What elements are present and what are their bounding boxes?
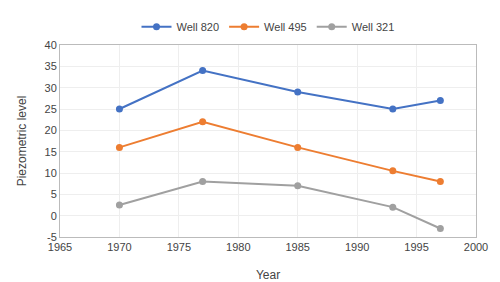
svg-text:1975: 1975 — [167, 241, 191, 253]
svg-text:5: 5 — [51, 188, 57, 200]
svg-text:Well 495: Well 495 — [264, 21, 307, 33]
svg-text:Well 321: Well 321 — [352, 21, 395, 33]
svg-text:30: 30 — [45, 82, 57, 94]
svg-text:Piezometric level: Piezometric level — [15, 96, 29, 187]
svg-text:-5: -5 — [47, 231, 57, 243]
svg-text:1970: 1970 — [107, 241, 131, 253]
svg-text:1985: 1985 — [285, 241, 309, 253]
svg-text:Year: Year — [256, 268, 280, 282]
svg-text:0: 0 — [51, 210, 57, 222]
svg-text:10: 10 — [45, 167, 57, 179]
svg-text:35: 35 — [45, 60, 57, 72]
svg-text:2000: 2000 — [464, 241, 488, 253]
svg-text:15: 15 — [45, 146, 57, 158]
svg-text:1995: 1995 — [404, 241, 428, 253]
svg-text:1980: 1980 — [226, 241, 250, 253]
svg-text:20: 20 — [45, 124, 57, 136]
svg-text:40: 40 — [45, 39, 57, 51]
svg-text:Well 820: Well 820 — [177, 21, 220, 33]
svg-text:1990: 1990 — [345, 241, 369, 253]
svg-text:1965: 1965 — [48, 241, 72, 253]
svg-text:25: 25 — [45, 103, 57, 115]
